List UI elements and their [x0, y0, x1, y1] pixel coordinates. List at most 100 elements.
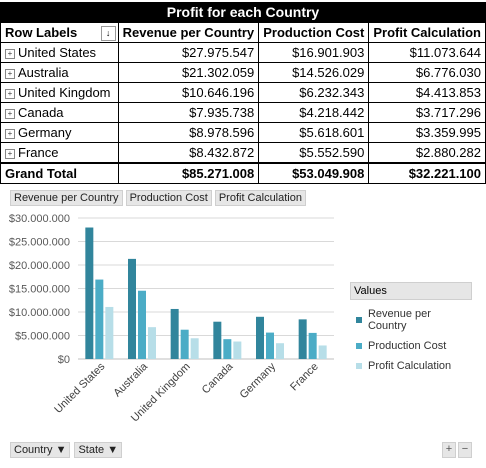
legend-swatch-profit — [356, 363, 362, 369]
row-label-cell[interactable]: + Canada — [0, 102, 119, 123]
axis-field-buttons: Country ▼ State ▼ — [10, 442, 123, 458]
expand-row-icon[interactable]: + — [5, 108, 15, 119]
value-field-buttons: Revenue per Country Production Cost Prof… — [10, 190, 306, 206]
legend-swatch-revenue — [356, 317, 362, 323]
y-tick-label: $5.000.000 — [15, 331, 70, 343]
country-label: Germany — [18, 125, 72, 140]
row-label-cell[interactable]: + United Kingdom — [0, 82, 119, 103]
bar-profit-calculation — [318, 345, 327, 359]
row-filter-icon[interactable]: ↓ — [100, 26, 116, 41]
grand-total-label[interactable]: Grand Total — [0, 162, 119, 184]
pivot-table-region: Profit for each Country Row Labels ↓ Rev… — [0, 0, 486, 184]
total-profit[interactable]: $32.221.100 — [368, 162, 486, 184]
y-tick-label: $20.000.000 — [9, 260, 70, 272]
field-button-revenue[interactable]: Revenue per Country — [10, 190, 123, 206]
cost-cell[interactable]: $5.618.601 — [258, 122, 370, 143]
pivot-title: Profit for each Country — [0, 2, 486, 22]
row-label-cell[interactable]: + France — [0, 142, 119, 164]
revenue-cell[interactable]: $27.975.547 — [117, 42, 260, 63]
revenue-cell[interactable]: $21.302.059 — [117, 62, 260, 83]
bar-profit-calculation — [148, 327, 156, 359]
pivot-row: + Canada $7.935.738 $4.218.442 $3.717.296 — [0, 102, 486, 123]
country-label: United Kingdom — [18, 85, 111, 100]
revenue-cell[interactable]: $7.935.738 — [117, 102, 260, 123]
expand-row-icon[interactable]: + — [5, 148, 15, 159]
bar-revenue-per-country — [298, 319, 307, 359]
bar-production-cost — [138, 290, 146, 359]
profit-cell[interactable]: $3.359.995 — [368, 122, 486, 143]
cost-cell[interactable]: $4.218.442 — [258, 102, 370, 123]
y-tick-label: $10.000.000 — [9, 307, 70, 319]
expand-row-icon[interactable]: + — [5, 68, 15, 79]
revenue-cell[interactable]: $8.978.596 — [117, 122, 260, 143]
pivot-row: + Australia $21.302.059 $14.526.029 $6.776.0… — [0, 62, 486, 83]
x-tick-label: Germany — [238, 360, 279, 401]
bar-profit-calculation — [105, 306, 114, 359]
profit-cell[interactable]: $2.880.282 — [368, 142, 486, 164]
state-filter-button[interactable]: State ▼ — [74, 442, 123, 458]
revenue-cell[interactable]: $8.432.872 — [117, 142, 260, 164]
y-tick-label: $15.000.000 — [9, 284, 70, 296]
y-tick-label: $25.000.000 — [9, 237, 70, 249]
row-label-cell[interactable]: + Australia — [0, 62, 119, 83]
pivot-row: + Germany $8.978.596 $5.618.601 $3.359.995 — [0, 122, 486, 143]
bar-profit-calculation — [233, 341, 242, 359]
revenue-cell[interactable]: $10.646.196 — [117, 82, 260, 103]
row-label-cell[interactable]: + United States — [0, 42, 119, 63]
cost-cell[interactable]: $6.232.343 — [258, 82, 370, 103]
bar-profit-calculation — [190, 338, 199, 359]
expand-row-icon[interactable]: + — [5, 88, 15, 99]
bar-production-cost — [308, 332, 317, 359]
bar-revenue-per-country — [85, 227, 94, 359]
legend-label-revenue: Revenue per Country — [367, 308, 431, 332]
legend-label-cost: Production Cost — [368, 340, 447, 352]
pivot-row: + United States $27.975.547 $16.901.903 $11.… — [0, 42, 486, 63]
expand-row-icon[interactable]: + — [5, 48, 15, 59]
grand-total-row: Grand Total $85.271.008 $53.049.908 $32.… — [0, 162, 486, 184]
header-row: Row Labels ↓ Revenue per Country Product… — [0, 22, 486, 43]
bar-revenue-per-country — [213, 321, 222, 359]
profit-cell[interactable]: $11.073.644 — [368, 42, 486, 63]
legend-title[interactable]: Values — [350, 282, 472, 300]
pivot-chart[interactable]: Revenue per Country Production Cost Prof… — [0, 184, 486, 468]
legend-label-profit: Profit Calculation — [368, 360, 452, 372]
bar-production-cost — [266, 332, 274, 359]
expand-field-button[interactable]: + — [442, 442, 456, 458]
bar-chart-svg: $0 $5.000.000 $10.000.000 $15.000.000 $20.00… — [9, 213, 334, 424]
profit-cell[interactable]: $3.717.296 — [368, 102, 486, 123]
row-label-cell[interactable]: + Germany — [0, 122, 119, 143]
country-label: Canada — [18, 105, 64, 120]
total-revenue[interactable]: $85.271.008 — [117, 162, 260, 184]
row-labels-header[interactable]: Row Labels ↓ — [0, 22, 119, 43]
country-filter-button[interactable]: Country ▼ — [10, 442, 71, 458]
expand-row-icon[interactable]: + — [5, 128, 15, 139]
y-tick-label: $30.000.000 — [9, 213, 70, 225]
x-tick-label: United States — [52, 360, 108, 416]
field-button-cost[interactable]: Production Cost — [125, 190, 212, 206]
pivot-table: Row Labels ↓ Revenue per Country Product… — [0, 22, 486, 184]
bar-profit-calculation — [276, 343, 284, 359]
bar-revenue-per-country — [128, 258, 136, 359]
country-label: France — [18, 145, 59, 160]
legend-swatch-cost — [356, 343, 362, 349]
country-label: United States — [18, 45, 97, 60]
profit-cell[interactable]: $6.776.030 — [368, 62, 486, 83]
bar-revenue-per-country — [170, 308, 179, 359]
cost-cell[interactable]: $5.552.590 — [258, 142, 370, 164]
bar-production-cost — [223, 339, 232, 359]
chart-legend[interactable]: Values Revenue per Country Production Co… — [350, 282, 472, 372]
country-label: Australia — [18, 65, 69, 80]
cost-cell[interactable]: $14.526.029 — [258, 62, 370, 83]
collapse-field-button[interactable]: − — [458, 442, 472, 458]
pivot-row: + United Kingdom $10.646.196 $6.232.343 $4.4… — [0, 82, 486, 103]
revenue-header[interactable]: Revenue per Country — [117, 22, 260, 43]
profit-cell[interactable]: $4.413.853 — [368, 82, 486, 103]
total-cost[interactable]: $53.049.908 — [258, 162, 370, 184]
profit-header[interactable]: Profit Calculation — [368, 22, 486, 43]
x-tick-label: Canada — [200, 360, 236, 396]
cost-cell[interactable]: $16.901.903 — [258, 42, 370, 63]
field-button-profit[interactable]: Profit Calculation — [214, 190, 306, 206]
cost-header[interactable]: Production Cost — [258, 22, 370, 43]
pivot-row: + France $8.432.872 $5.552.590 $2.880.282 — [0, 142, 486, 164]
bar-production-cost — [180, 329, 189, 359]
